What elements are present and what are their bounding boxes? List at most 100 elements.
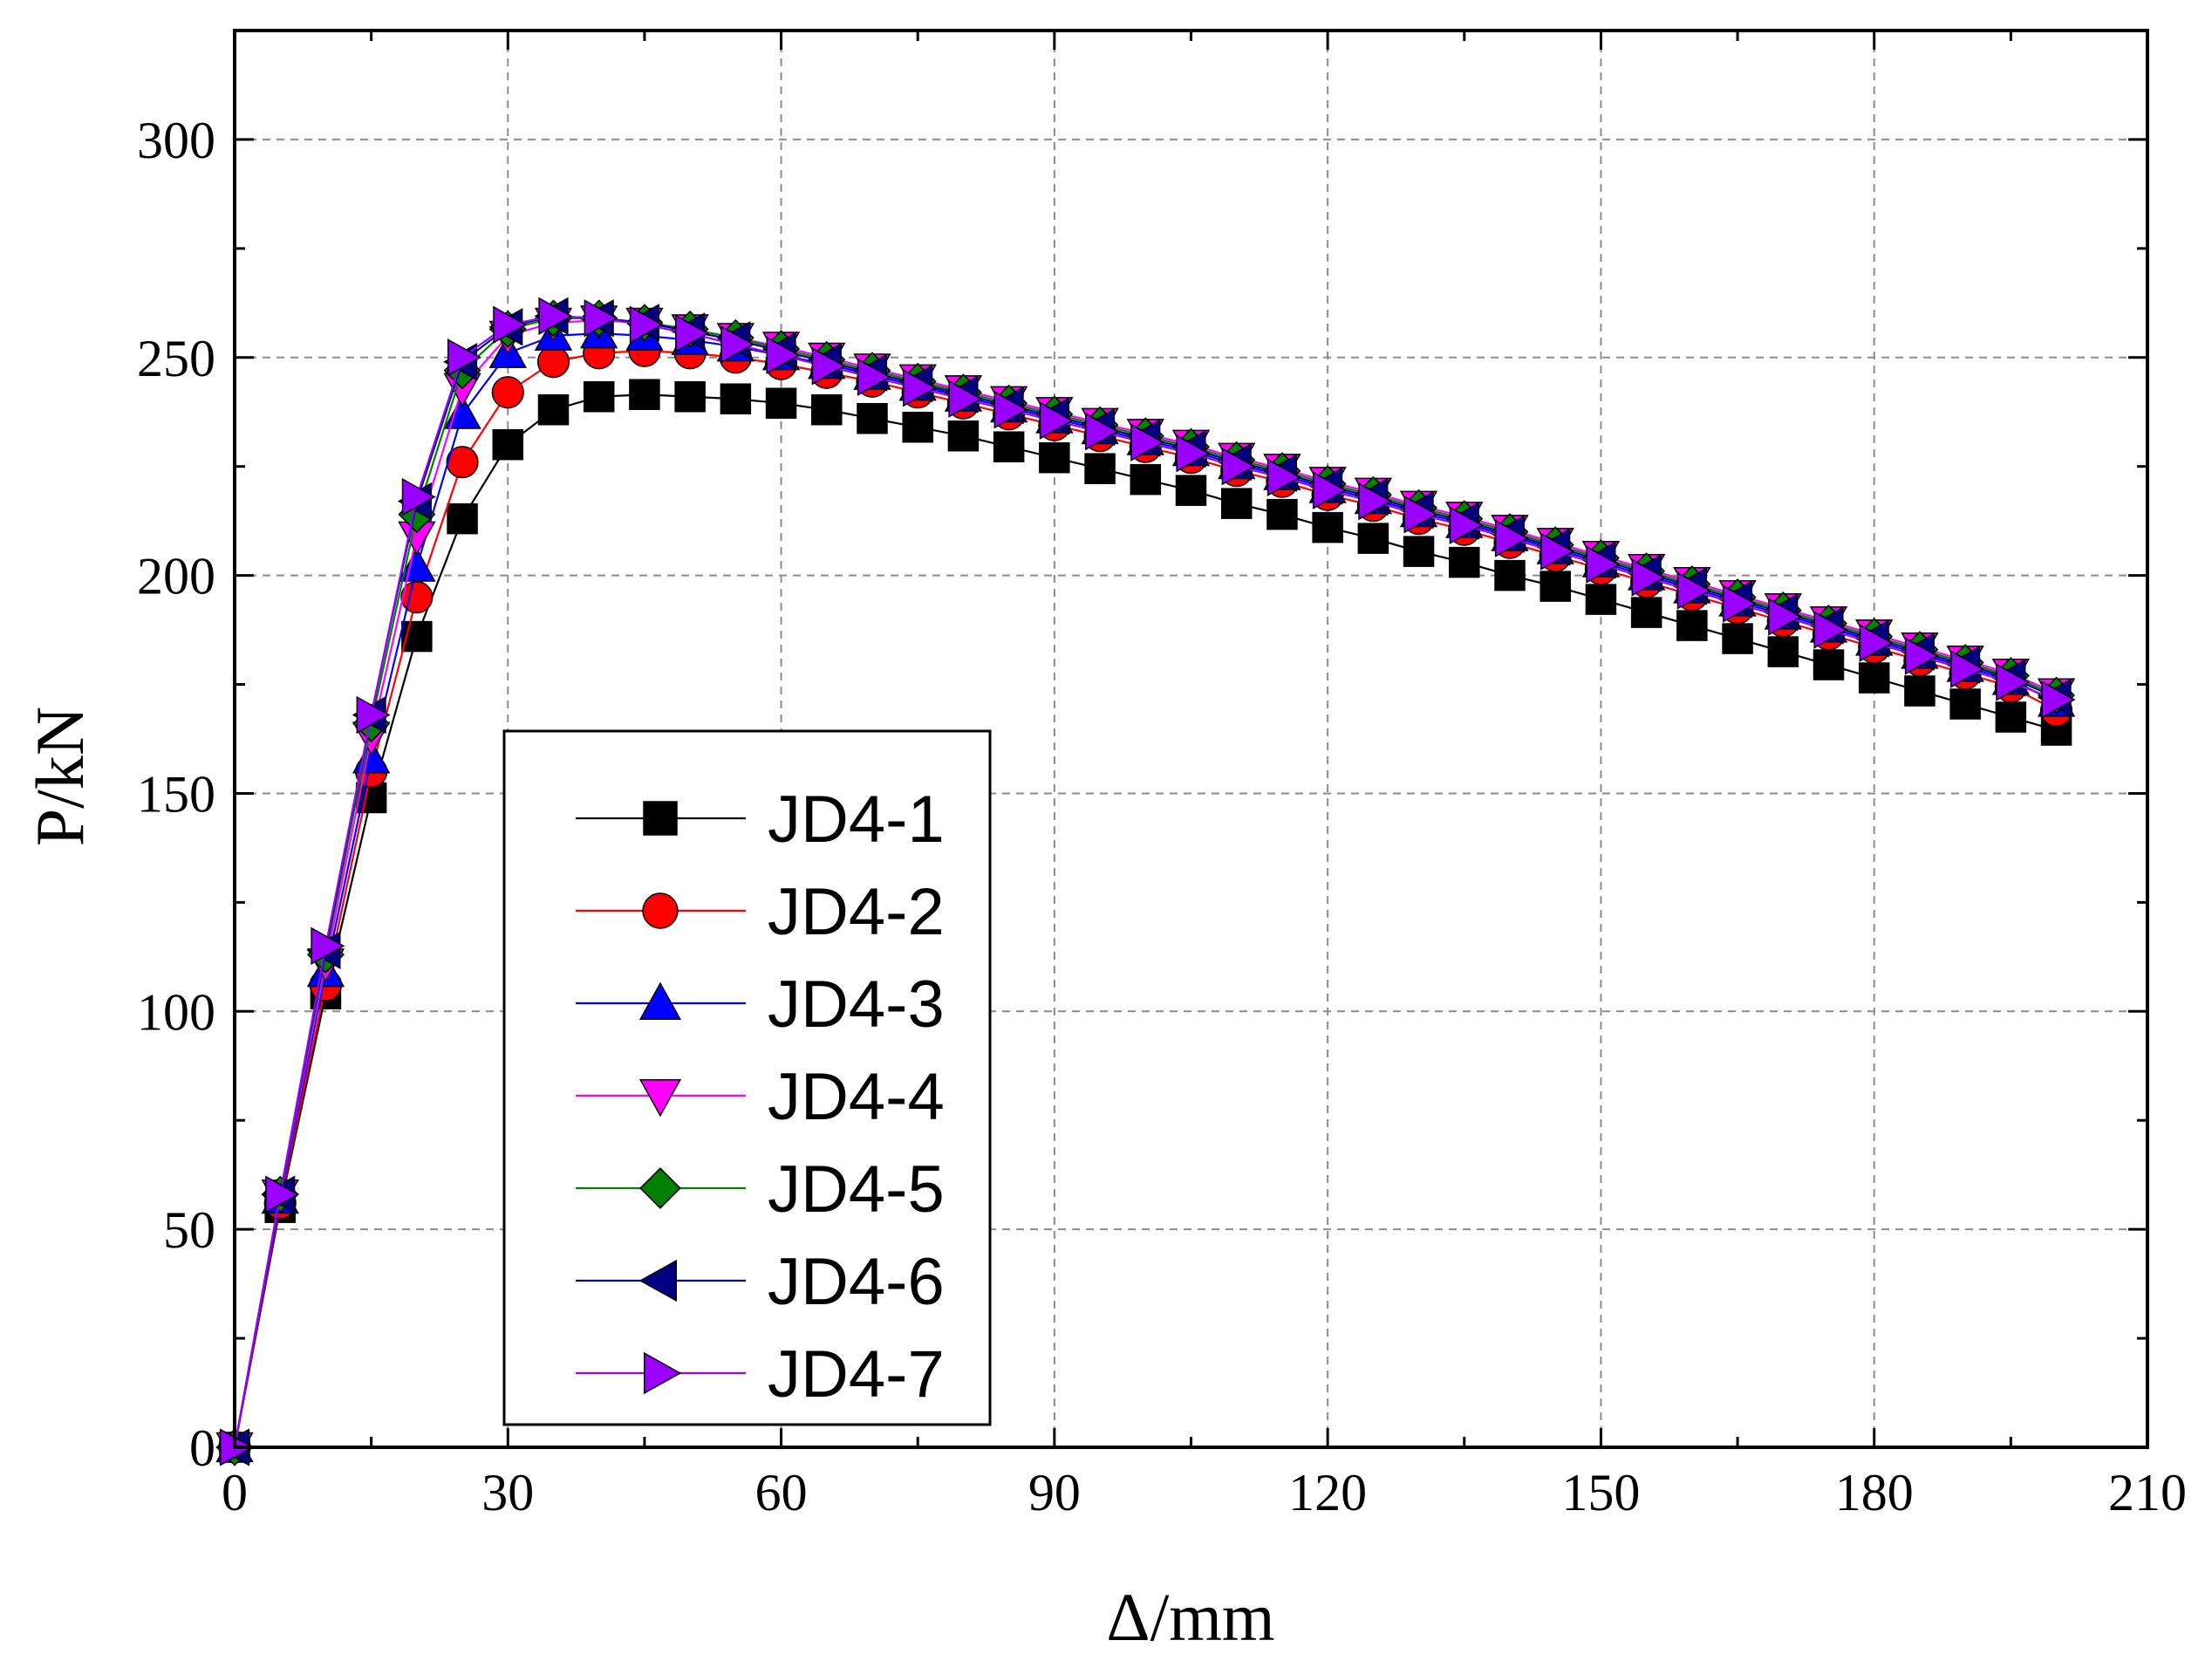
data-point (1630, 597, 1662, 628)
y-tick-label: 300 (137, 112, 215, 169)
data-point (1813, 649, 1845, 680)
data-point (401, 477, 436, 516)
y-tick-label: 250 (137, 330, 215, 387)
data-point (1221, 448, 1256, 486)
data-point (1676, 610, 1708, 641)
data-point (1357, 523, 1389, 554)
legend-marker (638, 1079, 682, 1118)
data-point (993, 391, 1028, 429)
data-point (1403, 495, 1438, 534)
data-point (720, 325, 755, 364)
legend-item: JD4-3 (576, 967, 945, 1042)
tick-labels: 0 30 60 90 120 150 180 210 0 50 100 150 200 250 300 (137, 112, 2187, 1521)
data-point (537, 393, 570, 426)
data-point (1266, 458, 1301, 496)
data-point (1449, 546, 1480, 578)
data-point (493, 305, 528, 344)
data-point (356, 695, 391, 735)
data-point (720, 383, 752, 414)
legend-item: JD4-7 (576, 1337, 945, 1412)
data-point (1950, 650, 1985, 688)
data-point (491, 376, 524, 409)
legend-item: JD4-4 (576, 1060, 945, 1134)
data-point (1540, 532, 1575, 571)
data-point (766, 336, 801, 374)
series-layer (215, 297, 2076, 1466)
data-point (447, 502, 478, 535)
legend-item: JD4-2 (576, 875, 945, 949)
data-point (1403, 536, 1435, 567)
y-tick-label: 200 (137, 548, 215, 605)
x-tick-label: 0 (222, 1464, 248, 1521)
data-point (1494, 519, 1529, 557)
data-point (675, 314, 710, 352)
data-point (1220, 488, 1253, 519)
data-point (1130, 463, 1162, 496)
legend-label: JD4-6 (768, 1245, 945, 1319)
y-tick-label: 100 (137, 983, 215, 1041)
data-point (1358, 482, 1393, 521)
legend-marker (643, 801, 678, 836)
data-point (311, 926, 345, 966)
data-point (1904, 637, 1939, 675)
series-JD4-2 (218, 334, 2073, 1464)
legend-item: JD4-5 (576, 1152, 945, 1227)
data-point (902, 411, 933, 443)
data-point (1540, 571, 1571, 602)
data-point (583, 380, 615, 413)
data-point (765, 387, 797, 419)
data-point (1949, 688, 1981, 720)
data-point (857, 402, 888, 434)
y-axis-title: P/kN (22, 707, 98, 846)
axis-ticks (233, 31, 2149, 1449)
x-tick-label: 210 (2108, 1464, 2187, 1521)
y-tick-label: 0 (189, 1419, 215, 1477)
data-point (629, 379, 660, 410)
data-point (903, 369, 938, 407)
series-JD4-7 (219, 297, 2076, 1466)
data-point (1130, 423, 1165, 461)
x-tick-label: 60 (755, 1464, 808, 1521)
x-tick-label: 90 (1028, 1464, 1081, 1521)
data-point (265, 1175, 300, 1213)
y-tick-label: 50 (163, 1201, 215, 1259)
data-point (1313, 471, 1348, 509)
data-point (1767, 636, 1799, 667)
legend-marker (642, 892, 679, 929)
data-point (1585, 584, 1617, 615)
data-point (1312, 511, 1343, 543)
legend: JD4-1 JD4-2 JD4-3 JD4-4 JD4-5 JD4-6 JD4-7 (502, 729, 992, 1426)
data-point (446, 446, 479, 479)
legend-marker (644, 1351, 682, 1395)
data-point (1039, 441, 1070, 474)
legend-item: JD4-1 (576, 783, 945, 857)
data-point (536, 345, 570, 379)
data-point (811, 347, 846, 386)
data-point (948, 379, 983, 418)
data-point (1859, 624, 1894, 662)
legend-item: JD4-6 (576, 1245, 945, 1319)
data-point (1996, 663, 2031, 701)
data-point (1494, 559, 1526, 591)
data-point (1084, 453, 1116, 484)
data-point (993, 431, 1025, 462)
grid-lines (235, 31, 2147, 1447)
data-point (1449, 506, 1484, 544)
data-point (1723, 584, 1758, 623)
data-point (1995, 701, 2027, 733)
legend-label: JD4-2 (768, 875, 945, 949)
data-point (2041, 680, 2076, 719)
legend-marker (639, 1167, 681, 1209)
data-point (584, 299, 618, 338)
legend-label: JD4-1 (768, 783, 945, 857)
x-tick-label: 180 (1835, 1464, 1914, 1521)
data-point (400, 581, 434, 614)
data-point (1176, 434, 1211, 473)
legend-label: JD4-3 (768, 967, 945, 1042)
data-point (629, 305, 664, 344)
data-point (674, 380, 706, 413)
data-point (1904, 675, 1936, 707)
legend-marker (638, 981, 682, 1020)
data-point (1676, 571, 1711, 610)
data-point (811, 393, 843, 426)
